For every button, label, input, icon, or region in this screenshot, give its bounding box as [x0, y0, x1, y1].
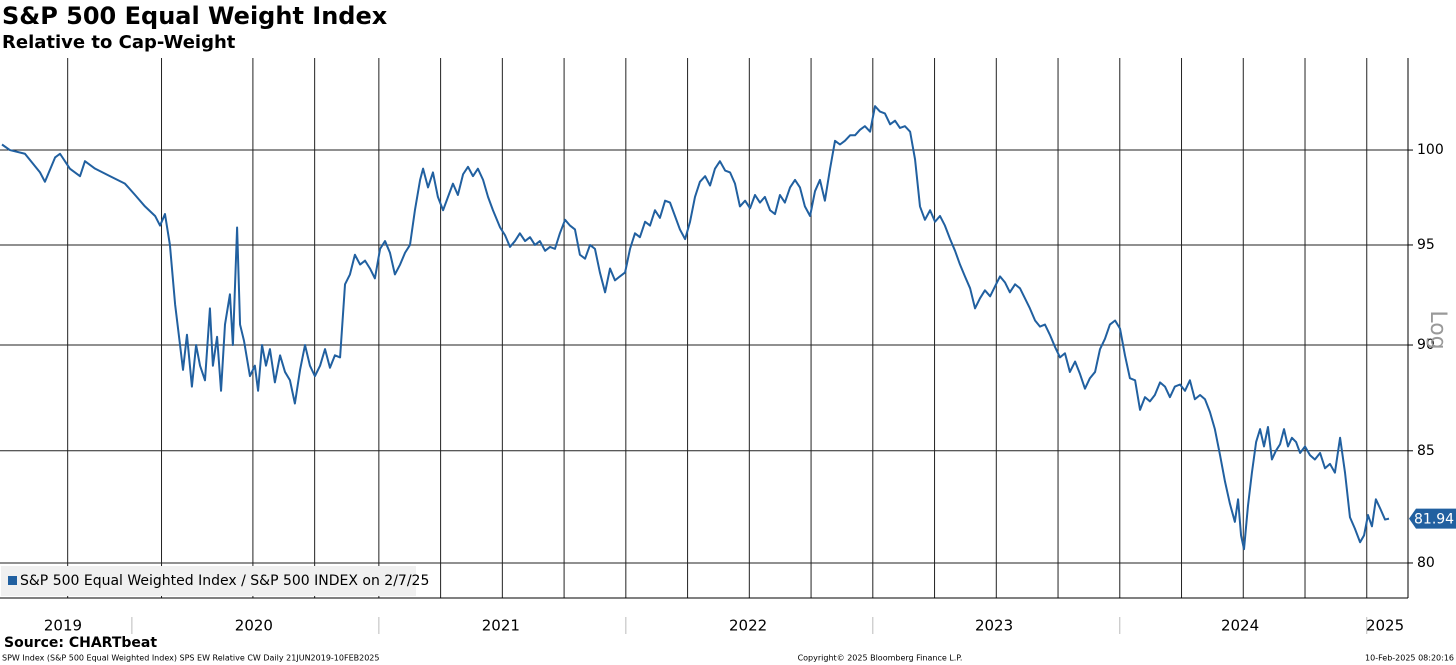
footer-right: 10-Feb-2025 08:20:16 [1365, 654, 1454, 663]
last-value-tag [1409, 508, 1456, 529]
x-tick-label: 2021 [482, 617, 520, 635]
x-tick-label: 2022 [729, 617, 767, 635]
x-tick-label: 2023 [975, 617, 1013, 635]
scale-label: Log [1425, 310, 1450, 349]
line [1, 105, 1390, 551]
legend-label: S&P 500 Equal Weighted Index / S&P 500 I… [20, 573, 429, 589]
x-tick-label: 2024 [1221, 617, 1259, 635]
x-tick-label: 2025 [1366, 617, 1404, 635]
y-tick-label: 85 [1417, 443, 1435, 459]
footer-left: SPW Index (S&P 500 Equal Weighted Index)… [2, 654, 379, 663]
last-value-label: 81.94 [1414, 512, 1454, 528]
legend-box [1, 566, 416, 596]
y-tick-label: 80 [1417, 555, 1435, 571]
x-tick-label: 2019 [44, 617, 82, 635]
footer-center: Copyright© 2025 Bloomberg Finance L.P. [798, 654, 963, 663]
y-tick-label: 100 [1417, 142, 1444, 158]
chart-subtitle: Relative to Cap-Weight [2, 32, 236, 53]
source: Source: CHARTbeat [4, 635, 157, 651]
chart-title: S&P 500 Equal Weight Index [2, 2, 388, 30]
y-tick-label: 95 [1417, 237, 1435, 253]
x-tick-label: 2020 [235, 617, 273, 635]
legend-swatch [8, 576, 17, 585]
y-tick-label: 90 [1417, 337, 1435, 353]
